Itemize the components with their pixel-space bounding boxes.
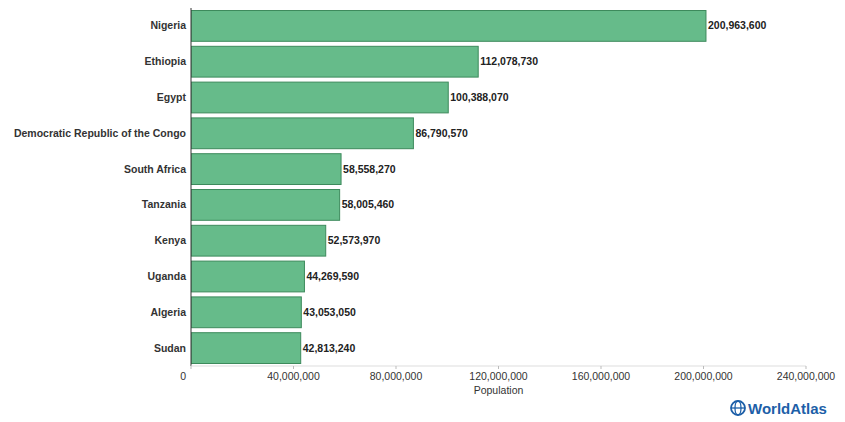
globe-icon <box>731 407 745 408</box>
x-tick-label: 240,000,000 <box>777 370 836 382</box>
x-tick <box>601 366 602 369</box>
data-label: 100,388,070 <box>450 91 509 103</box>
data-label: 42,813,240 <box>303 342 356 354</box>
x-tick-label: 40,000,000 <box>267 370 320 382</box>
category-label: Egypt <box>157 91 187 103</box>
category-label: Algeria <box>150 306 186 318</box>
bar <box>191 190 340 221</box>
data-label: 112,078,730 <box>480 55 538 67</box>
data-label: 200,963,600 <box>708 19 767 31</box>
x-tick-label: 120,000,000 <box>469 370 528 382</box>
x-tick <box>498 366 499 369</box>
data-label: 58,558,270 <box>343 163 396 175</box>
data-label: 52,573,970 <box>328 234 381 246</box>
bars <box>191 11 706 364</box>
bar <box>191 11 706 42</box>
x-tick <box>396 366 397 369</box>
category-label: Sudan <box>154 342 186 354</box>
bar <box>191 333 301 364</box>
category-label: Democratic Republic of the Congo <box>14 127 186 139</box>
data-label: 58,005,460 <box>342 198 395 210</box>
bar <box>191 118 413 149</box>
data-label: 44,269,590 <box>306 270 359 282</box>
bar <box>191 154 341 185</box>
data-label: 86,790,570 <box>415 127 468 139</box>
x-tick <box>806 366 807 369</box>
x-tick-label: 80,000,000 <box>370 370 423 382</box>
x-axis-title: Population <box>474 384 524 396</box>
bar <box>191 225 326 256</box>
x-tick <box>293 366 294 369</box>
bar <box>191 82 448 113</box>
bar <box>191 261 304 292</box>
x-tick-label: 160,000,000 <box>572 370 631 382</box>
x-tick <box>703 366 704 369</box>
category-label: Kenya <box>154 234 186 246</box>
category-label: South Africa <box>124 163 186 175</box>
bar <box>191 297 301 328</box>
watermark: WorldAtlas <box>731 400 827 417</box>
category-label: Tanzania <box>142 198 186 210</box>
x-tick-label: 200,000,000 <box>674 370 733 382</box>
globe-icon <box>731 401 745 415</box>
x-tick-label: 0 <box>180 370 186 382</box>
y-axis-line <box>191 8 192 366</box>
category-label: Nigeria <box>150 19 186 31</box>
x-tick <box>191 366 192 369</box>
watermark-text: WorldAtlas <box>748 400 827 417</box>
category-label: Uganda <box>147 270 186 282</box>
chart: Nigeria 200,963,600 Ethiopia 112,078,730 Egy… <box>0 0 845 422</box>
category-label: Ethiopia <box>145 55 187 67</box>
data-label: 43,053,050 <box>303 306 356 318</box>
bar <box>191 46 478 77</box>
